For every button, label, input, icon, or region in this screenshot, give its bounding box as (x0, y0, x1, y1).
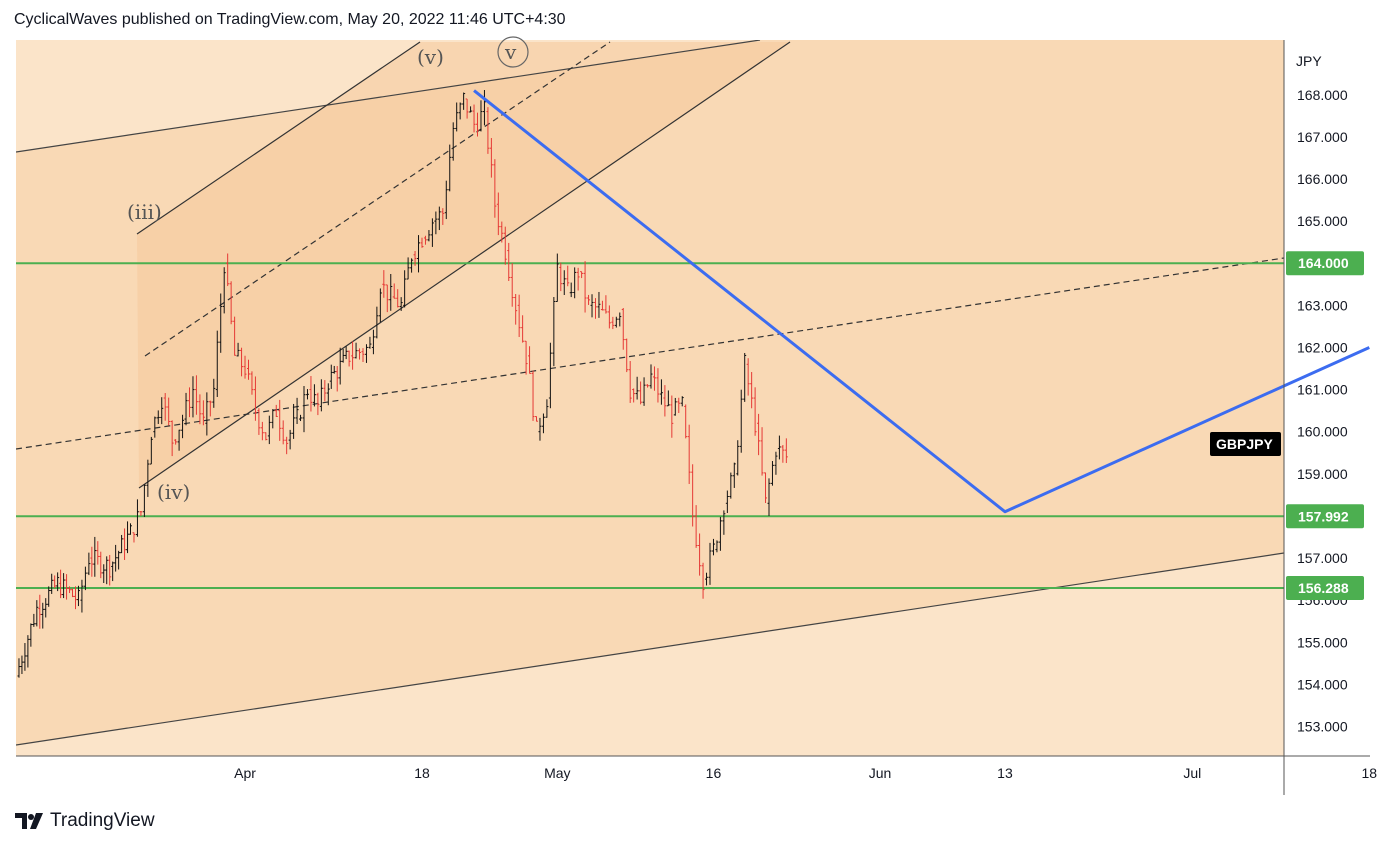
price-tick-label: 163.000 (1297, 297, 1348, 313)
price-tick-label: 168.000 (1297, 87, 1348, 103)
outer-channel-mid-dashed-line (16, 257, 1284, 450)
level-badge-label: 157.992 (1298, 508, 1349, 524)
price-tick-label: 166.000 (1297, 171, 1348, 187)
brand-name: TradingView (50, 810, 155, 831)
time-tick-label: 13 (997, 765, 1013, 781)
projection-path-line (473, 89, 1370, 514)
symbol-label: GBPJPY (1216, 436, 1273, 452)
price-tick-label: 160.000 (1297, 424, 1348, 440)
wave-label-v-small: (v) (417, 45, 444, 69)
wave-label-v-circled: v (504, 40, 517, 64)
wave-label-v-circle (497, 36, 529, 68)
price-tick-label: 154.000 (1297, 676, 1348, 692)
outer-channel-top-line (16, 40, 761, 153)
inner-channel-top-line (136, 41, 421, 235)
time-tick-label: Jul (1183, 765, 1201, 781)
price-tick-label: 167.000 (1297, 129, 1348, 145)
time-tick-label: 16 (706, 765, 722, 781)
price-level-badges: 164.000 157.992 156.288 (1286, 251, 1364, 601)
level-badge (1286, 251, 1364, 276)
time-tick-label: May (544, 765, 570, 781)
time-tick-label: 18 (414, 765, 430, 781)
inner-channel-mid-dashed-line (144, 41, 611, 357)
wave-label-iv: (iv) (157, 480, 190, 504)
price-tick-label: 155.000 (1297, 634, 1348, 650)
tradingview-logo-icon (15, 813, 43, 829)
price-tick-label: 157.000 (1297, 550, 1348, 566)
time-tick-label: Jun (869, 765, 892, 781)
currency-label: JPY (1296, 53, 1322, 69)
footer-brand[interactable]: TradingView (14, 810, 155, 832)
time-axis-ticks: Apr 18 May 16 Jun 13 Jul 18 (234, 765, 1377, 781)
time-tick-label: 18 (1362, 765, 1378, 781)
time-tick-label: Apr (234, 765, 256, 781)
price-tick-label: 161.000 (1297, 382, 1348, 398)
price-tick-label: 165.000 (1297, 213, 1348, 229)
price-candles (17, 90, 788, 678)
level-badge-label: 156.288 (1298, 580, 1349, 596)
outer-channel-bottom-line (16, 552, 1284, 746)
level-badge (1286, 504, 1364, 529)
price-axis-ticks: 153.000154.000155.000156.000157.000158.0… (1297, 87, 1348, 735)
publish-header: CyclicalWaves published on TradingView.c… (14, 11, 566, 28)
level-badge-label: 164.000 (1298, 255, 1349, 271)
level-badge (1286, 576, 1364, 601)
symbol-badge[interactable] (1210, 432, 1281, 456)
price-tick-label: 153.000 (1297, 719, 1348, 735)
price-tick-label: 159.000 (1297, 466, 1348, 482)
price-tick-label: 162.000 (1297, 339, 1348, 355)
wave-label-iii: (iii) (127, 200, 162, 224)
